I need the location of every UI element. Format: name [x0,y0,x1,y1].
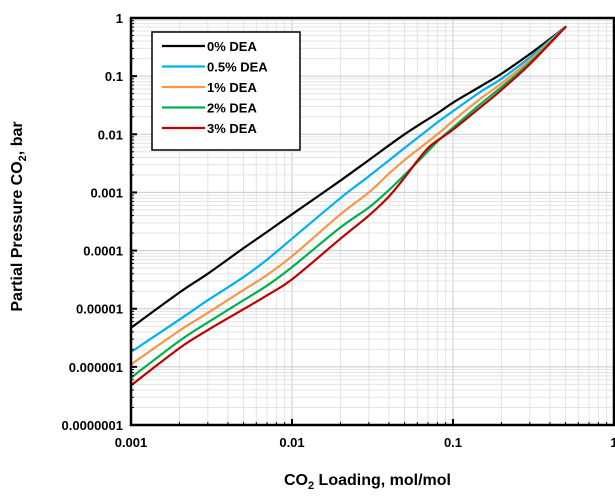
y-tick-label: 0.000001 [69,360,123,375]
legend-label-3: 2% DEA [207,101,257,116]
y-tick-label: 0.01 [98,127,123,142]
legend-label-4: 3% DEA [207,121,257,136]
legend: 0% DEA 0.5% DEA 1% DEA 2% DEA 3% DEA [151,31,301,151]
y-tick-label: 0.0001 [83,244,123,259]
y-tick-label: 0.00001 [76,302,123,317]
y-tick-label: 0.001 [90,185,123,200]
y-tick-label: 0.0000001 [62,418,123,433]
x-axis-title: CO2 Loading, mol/mol [284,472,451,492]
x-tick-label: 1 [610,435,615,450]
y-axis-title: Partial Pressure CO2, bar [9,121,29,311]
series-line-4 [129,25,567,387]
plot-area-border [129,16,615,427]
legend-label-1: 0.5% DEA [207,60,268,75]
x-tick-label: 0.001 [115,435,148,450]
series-line-0 [129,25,567,329]
x-tick-label: 0.01 [279,435,304,450]
y-tick-label: 0.1 [105,69,123,84]
legend-label-2: 1% DEA [207,80,257,95]
series-line-3 [129,25,567,379]
axis-ticks: 0.001 0.01 0.1 1 0.0000001 0.000001 0.00001 0.0… [62,11,615,450]
x-tick-label: 0.1 [444,435,462,450]
series-line-2 [129,25,567,366]
y-tick-label: 1 [116,11,123,26]
legend-box [151,31,301,151]
series-line-1 [129,25,567,354]
legend-label-0: 0% DEA [207,39,257,54]
series-layer [129,25,567,387]
